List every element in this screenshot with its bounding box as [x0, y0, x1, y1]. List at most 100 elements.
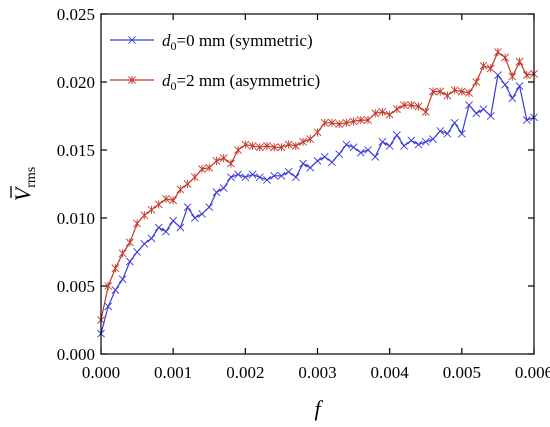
- series-1-point-29: [306, 135, 315, 144]
- axis-ticks: 0.000 0.001 0.002 0.003 0.004 0.005 0.006 0.000…: [57, 5, 550, 382]
- series-0-point-33: [335, 150, 344, 158]
- x-tick-label-5: 0.005: [443, 363, 481, 382]
- series-1-point-21: [248, 141, 257, 151]
- y-axis-title-subscript: rms: [24, 167, 39, 188]
- series-1-point-6: [140, 211, 149, 220]
- legend-label-0: d0=0 mm (symmetric): [162, 31, 313, 53]
- y-tick-label-0: 0.000: [57, 345, 95, 364]
- series-0-point-49: [450, 118, 459, 127]
- series-1-point-47: [436, 87, 445, 96]
- series-1-point-39: [378, 107, 387, 117]
- series-0-point-13: [190, 214, 199, 222]
- series-0-point-7: [147, 234, 156, 243]
- series-0-point-32: [328, 158, 336, 167]
- series-1-point-4: [125, 238, 134, 247]
- y-tick-label-4: 0.020: [57, 73, 95, 92]
- series-0-point-48: [443, 129, 452, 138]
- legend-label-rest-0: =0 mm (symmetric): [177, 31, 313, 50]
- series-1-point-44: [414, 102, 423, 111]
- y-tick-label-1: 0.005: [57, 277, 95, 296]
- series-1-point-3: [118, 249, 127, 258]
- series-0-point-43: [407, 136, 416, 145]
- series-1-point-7: [147, 205, 156, 214]
- series-0-point-17: [219, 184, 228, 192]
- series-0-point-4: [125, 257, 134, 266]
- series-1-point-22: [255, 143, 264, 152]
- series-0-point-53: [479, 105, 488, 114]
- series-0-point-59: [522, 116, 531, 124]
- x-axis-title: f: [314, 396, 323, 421]
- series-1-point-33: [335, 120, 344, 129]
- series-0-point-56: [501, 80, 510, 89]
- y-tick-label-3: 0.015: [57, 141, 95, 160]
- series-0-point-37: [364, 146, 372, 154]
- x-tick-label-2: 0.002: [226, 363, 264, 382]
- legend-label-main-0: d: [162, 31, 171, 50]
- series-0-point-47: [436, 127, 445, 135]
- series-0-point-15: [205, 203, 214, 212]
- series-0-point-25: [277, 171, 286, 180]
- y-tick-label-2: 0.010: [57, 209, 95, 228]
- series-1-point-8: [154, 200, 163, 209]
- series-1-point-24: [270, 143, 279, 152]
- series-0: [97, 71, 538, 338]
- series-0-point-24: [270, 171, 279, 180]
- series-0-point-52: [472, 109, 481, 118]
- series-1-point-10: [169, 196, 178, 205]
- plot-marks: [97, 47, 538, 338]
- x-tick-label-3: 0.003: [298, 363, 336, 382]
- legend-entry-1: d0=2 mm (asymmetric): [110, 71, 320, 93]
- series-0-point-57: [508, 94, 517, 103]
- series-0-point-41: [392, 131, 401, 139]
- series-0-point-40: [385, 142, 394, 150]
- series-0-point-5: [133, 248, 142, 256]
- series-0-point-36: [356, 148, 365, 157]
- series-1-point-5: [133, 219, 142, 228]
- series-1-point-36: [356, 115, 365, 125]
- series-0-point-34: [342, 140, 351, 149]
- series-1-point-18: [226, 159, 235, 168]
- series-1-point-30: [313, 128, 322, 137]
- series-0-point-29: [306, 163, 315, 172]
- series-1-point-34: [342, 118, 351, 127]
- series-1-point-46: [429, 87, 437, 96]
- series-1-point-57: [508, 72, 517, 81]
- series-1-point-27: [291, 141, 300, 151]
- series-1-point-28: [299, 137, 307, 146]
- series-0-point-42: [400, 142, 409, 150]
- series-0-point-46: [429, 135, 437, 144]
- x-tick-label-1: 0.001: [154, 363, 192, 382]
- legend-entry-0: d0=0 mm (symmetric): [110, 31, 313, 53]
- series-0-point-9: [162, 227, 170, 236]
- series-1-point-50: [457, 87, 466, 96]
- legend-label-1: d0=2 mm (asymmetric): [162, 71, 320, 93]
- legend-label-subscript-1: 0: [171, 79, 177, 93]
- series-0-point-39: [378, 137, 387, 146]
- series-1-point-35: [349, 117, 358, 126]
- series-1-point-11: [176, 185, 185, 194]
- plot-frame: [100, 13, 535, 355]
- legend: d0=0 mm (symmetric)d0=2 mm (asymmetric): [110, 31, 320, 93]
- series-1-point-12: [183, 179, 192, 189]
- y-tick-label-5: 0.025: [57, 5, 95, 24]
- series-1-point-43: [407, 101, 416, 110]
- svg-text:Vrms: Vrms: [10, 167, 39, 201]
- series-0-line: [100, 73, 535, 334]
- series-1-point-45: [421, 107, 430, 117]
- series-0-point-38: [371, 152, 380, 161]
- series-1-point-20: [241, 140, 250, 149]
- series-1-point-37: [364, 115, 372, 125]
- series-1-point-48: [443, 91, 452, 100]
- series-1-point-54: [486, 64, 495, 73]
- series-0-point-35: [349, 143, 358, 152]
- y-axis-title-main: V: [10, 185, 35, 201]
- legend-swatch-marker-1: [128, 75, 136, 85]
- series-0-point-2: [111, 286, 120, 294]
- x-tick-label-4: 0.004: [371, 363, 410, 382]
- series-0-point-22: [255, 173, 264, 182]
- series-1-point-59: [522, 71, 531, 80]
- series-1-point-26: [284, 140, 293, 149]
- series-0-point-14: [198, 210, 206, 218]
- series-1-point-16: [212, 156, 221, 165]
